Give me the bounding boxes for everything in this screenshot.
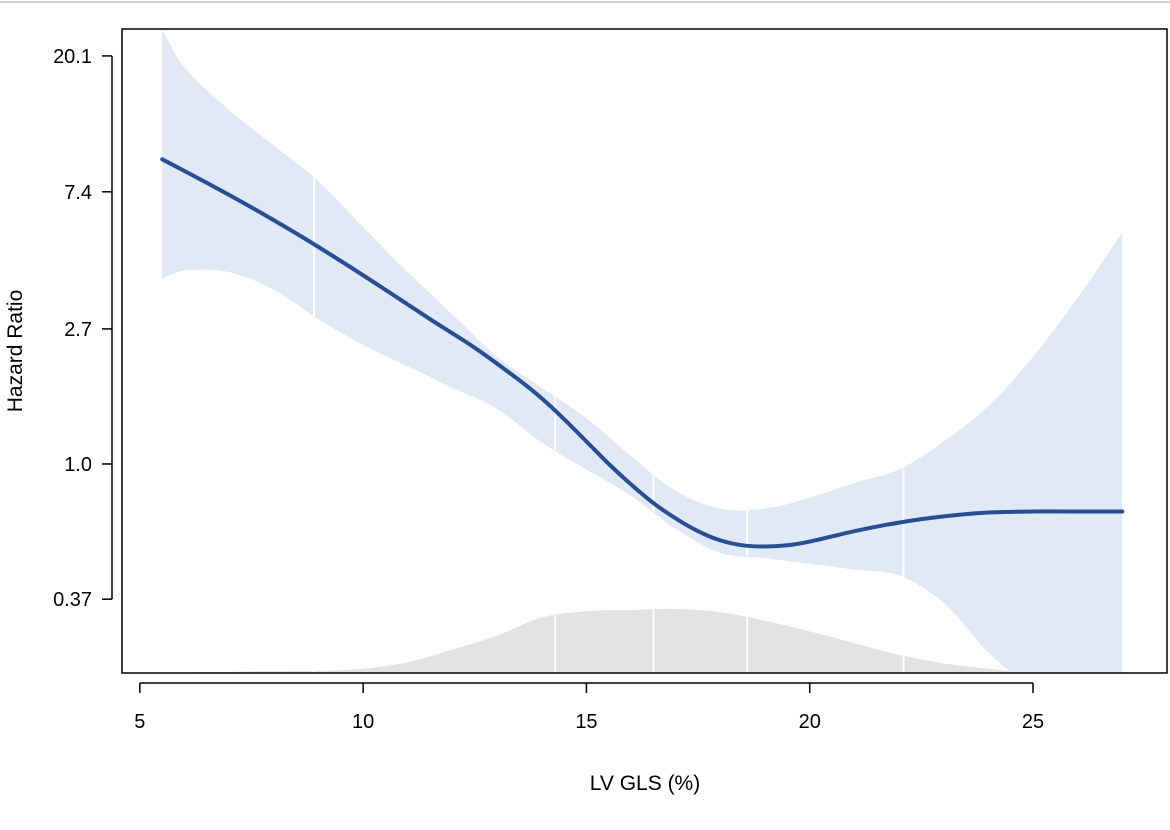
x-tick-label: 25	[1022, 711, 1044, 733]
y-tick-label: 2.7	[64, 319, 92, 341]
x-tick-label: 20	[799, 711, 821, 733]
y-tick-label: 0.37	[53, 589, 92, 611]
y-tick-label: 7.4	[64, 182, 92, 204]
x-axis: 5 10 15 20 25	[134, 682, 1044, 733]
y-axis-title: Hazard Ratio	[4, 290, 27, 413]
x-tick-label: 5	[134, 711, 145, 733]
y-axis: 0.37 1.0 2.7 7.4 20.1	[53, 46, 113, 611]
y-tick-label: 20.1	[53, 46, 92, 68]
x-tick-label: 10	[352, 711, 374, 733]
plot-area	[160, 29, 1125, 673]
plot-frame	[121, 28, 1168, 674]
hazard-ratio-line	[160, 157, 1125, 549]
x-axis-title: LV GLS (%)	[590, 772, 700, 795]
confidence-band	[162, 29, 1123, 673]
x-tick-label: 15	[575, 711, 597, 733]
density-area	[162, 608, 1123, 673]
y-tick-label: 1.0	[64, 454, 92, 476]
